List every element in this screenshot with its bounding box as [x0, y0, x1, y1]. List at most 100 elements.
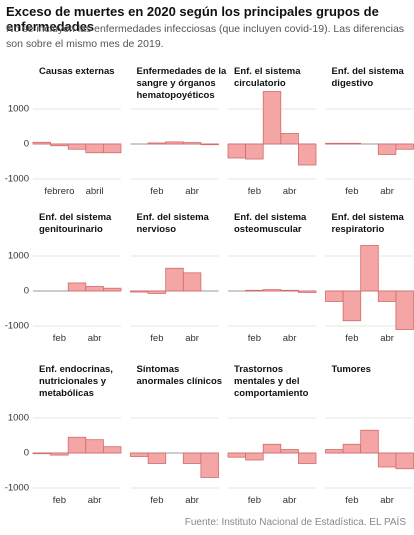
y-tick-label: 1000	[8, 251, 29, 262]
bar	[245, 452, 264, 461]
bar	[200, 452, 219, 478]
bar	[297, 290, 317, 293]
x-tick-label: feb	[150, 333, 163, 344]
bar	[377, 452, 397, 468]
y-tick-label: 1000	[8, 104, 29, 115]
bar	[325, 290, 344, 302]
bar	[377, 143, 397, 155]
bar	[395, 452, 414, 470]
bar	[280, 289, 299, 292]
bar	[227, 452, 247, 458]
bar	[262, 91, 282, 145]
bar	[377, 290, 397, 302]
x-tick-label: abr	[380, 333, 394, 344]
bar	[297, 452, 317, 464]
panel-title: Enf. el sistema circulatorio	[234, 66, 301, 89]
bar	[103, 287, 122, 292]
x-tick-label: abr	[283, 186, 297, 197]
panel-title: Enf. del sistema digestivo	[331, 66, 404, 89]
bar	[67, 436, 87, 454]
bar	[325, 142, 344, 145]
bar	[262, 289, 282, 292]
x-tick-label: feb	[248, 333, 261, 344]
bar	[67, 282, 87, 292]
panel-title: Enf. endocrinas, nutricionales y metaból…	[39, 364, 113, 399]
subtitle: No se incluyen las enfermedades infeccio…	[6, 23, 405, 50]
bar	[147, 290, 167, 294]
x-tick-label: feb	[345, 333, 358, 344]
x-tick-label: feb	[248, 186, 261, 197]
bar	[342, 443, 362, 454]
x-tick-label: abr	[380, 186, 394, 197]
panel-title: Trastornos mentales y del comportamiento	[234, 364, 309, 399]
x-tick-label: feb	[248, 495, 261, 506]
panel-title: Enf. del sistema genitourinario	[39, 212, 112, 235]
x-tick-label: feb	[150, 495, 163, 506]
panel-title: Síntomas anormales clínicos	[136, 364, 223, 387]
bar	[85, 143, 104, 154]
x-tick-label: abr	[283, 495, 297, 506]
bar	[227, 143, 247, 159]
bar	[280, 133, 299, 145]
bar	[325, 449, 344, 454]
x-tick-label: feb	[53, 495, 66, 506]
x-tick-label: abril	[86, 186, 104, 197]
x-tick-label: abr	[380, 495, 394, 506]
bar	[147, 142, 167, 145]
y-tick-label: 0	[24, 286, 29, 297]
bar	[297, 143, 317, 166]
bar	[182, 272, 202, 292]
bar	[32, 452, 52, 455]
bar	[395, 143, 414, 150]
bar	[85, 439, 104, 454]
bar	[50, 143, 69, 147]
bar	[165, 141, 184, 145]
x-tick-label: feb	[345, 186, 358, 197]
y-tick-label: -1000	[5, 174, 29, 185]
bar	[200, 143, 219, 146]
x-tick-label: febrero	[44, 186, 74, 197]
panel-title: Causas externas	[39, 66, 115, 77]
bar	[262, 443, 282, 454]
x-tick-label: abr	[185, 333, 199, 344]
bar	[280, 449, 299, 454]
bar	[103, 446, 122, 454]
panel-title: Enf. del sistema respiratorio	[331, 212, 404, 235]
panel-title: Enf. del sistema osteomuscular	[234, 212, 307, 235]
y-tick-label: 0	[24, 448, 29, 459]
y-tick-label: 1000	[8, 413, 29, 424]
bar	[103, 143, 122, 154]
x-tick-label: feb	[345, 495, 358, 506]
bar	[85, 286, 104, 292]
bar	[245, 143, 264, 160]
x-tick-label: abr	[88, 333, 102, 344]
bar	[147, 452, 167, 464]
source: Fuente: Instituto Nacional de Estadístic…	[184, 517, 406, 528]
bar	[395, 290, 414, 330]
y-tick-label: -1000	[5, 483, 29, 494]
bar	[342, 142, 362, 145]
bar	[245, 289, 264, 292]
y-tick-label: -1000	[5, 321, 29, 332]
bar	[360, 245, 379, 292]
bar	[342, 290, 362, 322]
x-tick-label: feb	[150, 186, 163, 197]
bar	[360, 429, 379, 454]
bar	[130, 290, 149, 293]
panel-title: Enf. del sistema nervioso	[136, 212, 209, 235]
bar	[67, 143, 87, 150]
bar	[32, 141, 52, 145]
x-tick-label: abr	[185, 495, 199, 506]
x-tick-label: abr	[185, 186, 199, 197]
y-tick-label: 0	[24, 139, 29, 150]
title: Exceso de muertes en 2020 según los prin…	[6, 4, 379, 34]
bar	[165, 267, 184, 292]
x-tick-label: feb	[53, 333, 66, 344]
x-tick-label: abr	[283, 333, 297, 344]
bar	[182, 452, 202, 464]
bar	[50, 452, 69, 456]
bar	[182, 142, 202, 145]
x-tick-label: abr	[88, 495, 102, 506]
